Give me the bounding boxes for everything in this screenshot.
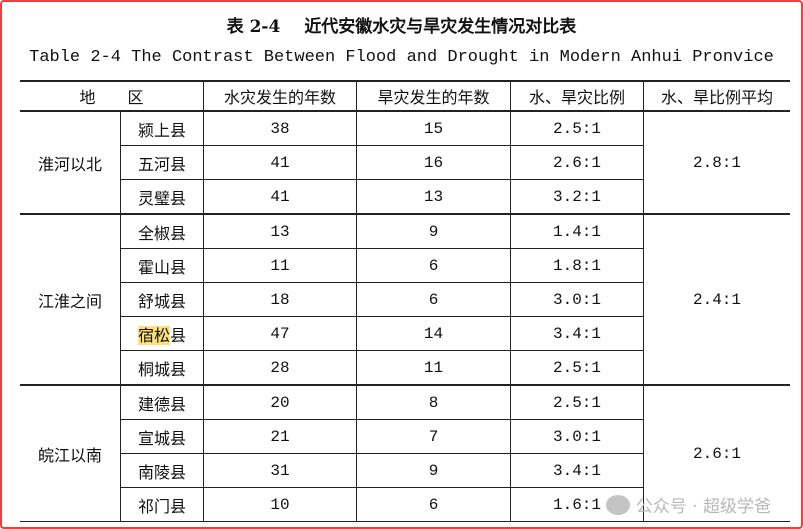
avg-ratio-cell: 2.4:1 (643, 213, 790, 386)
county-cell: 建德县 (120, 384, 204, 420)
table-row: 南陵县 31 9 3.4:1 (20, 453, 790, 488)
header-row: 地 区 水灾发生的年数 旱灾发生的年数 水、旱灾比例 水、旱比例平均 (20, 80, 790, 112)
county-cell: 灵璧县 (120, 179, 204, 215)
drought-years-cell: 16 (356, 145, 511, 180)
ratio-cell: 2.6:1 (510, 145, 644, 180)
county-cell: 五河县 (120, 145, 204, 180)
ratio-cell: 3.0:1 (510, 419, 644, 454)
table-row: 桐城县 28 11 2.5:1 (20, 350, 790, 386)
ratio-cell: 3.4:1 (510, 316, 644, 351)
header-avg: 水、旱比例平均 (643, 80, 790, 112)
flood-years-cell: 18 (203, 282, 357, 317)
county-cell: 宿松县 (120, 316, 204, 351)
flood-years-cell: 13 (203, 213, 357, 249)
flood-years-cell: 41 (203, 145, 357, 180)
table-row: 五河县 41 16 2.6:1 (20, 145, 790, 180)
wechat-icon (605, 494, 630, 515)
table-row: 宿松县 47 14 3.4:1 (20, 316, 790, 351)
table-title: 表 2-4 近代安徽水灾与旱灾发生情况对比表 (2, 12, 801, 37)
flood-years-cell: 47 (203, 316, 357, 351)
header-drought: 旱灾发生的年数 (356, 80, 511, 112)
drought-years-cell: 11 (356, 350, 511, 386)
drought-years-cell: 6 (356, 248, 511, 283)
table-row: 舒城县 18 6 3.0:1 (20, 282, 790, 317)
data-table: 地 区 水灾发生的年数 旱灾发生的年数 水、旱灾比例 水、旱比例平均 淮河以北颍… (20, 80, 790, 522)
county-cell: 南陵县 (120, 453, 204, 488)
region-cell: 江淮之间 (20, 213, 121, 386)
table-row: 灵璧县 41 13 3.2:1 (20, 179, 790, 215)
header-flood: 水灾发生的年数 (203, 80, 357, 112)
flood-years-cell: 10 (203, 487, 357, 522)
ratio-cell: 1.8:1 (510, 248, 644, 283)
avg-ratio-cell: 2.6:1 (643, 384, 790, 522)
flood-years-cell: 20 (203, 384, 357, 420)
table-number: 表 2-4 (226, 17, 281, 37)
drought-years-cell: 9 (356, 213, 511, 249)
region-cell: 淮河以北 (20, 110, 121, 215)
ratio-cell: 1.4:1 (510, 213, 644, 249)
drought-years-cell: 6 (356, 282, 511, 317)
county-cell: 舒城县 (120, 282, 204, 317)
flood-years-cell: 21 (203, 419, 357, 454)
flood-years-cell: 28 (203, 350, 357, 386)
table-row: 霍山县 11 6 1.8:1 (20, 248, 790, 283)
county-cell: 桐城县 (120, 350, 204, 386)
watermark-text: 公众号 · 超级学爸 (635, 497, 771, 517)
flood-years-cell: 11 (203, 248, 357, 283)
drought-years-cell: 6 (356, 487, 511, 522)
table-row: 江淮之间 全椒县 13 9 1.4:1 2.4:1 (20, 213, 790, 386)
table-row: 皖江以南 建德县 20 8 2.5:1 2.6:1 (20, 384, 790, 522)
region-cell: 皖江以南 (20, 384, 121, 522)
highlighted-county: 宿松县 (137, 325, 186, 345)
county-cell: 霍山县 (120, 248, 204, 283)
avg-ratio-cell: 2.8:1 (643, 110, 790, 215)
table-row: 淮河以北 颍上县 38 15 2.5:1 2.8:1 (20, 110, 790, 215)
county-cell: 颍上县 (120, 110, 204, 146)
watermark: 公众号 · 超级学爸 (605, 492, 771, 517)
county-cell: 祁门县 (120, 487, 204, 522)
flood-years-cell: 38 (203, 110, 357, 146)
table-subtitle: Table 2-4 The Contrast Between Flood and… (29, 48, 774, 67)
drought-years-cell: 8 (356, 384, 511, 420)
flood-years-cell: 41 (203, 179, 357, 215)
ratio-cell: 3.0:1 (510, 282, 644, 317)
drought-years-cell: 9 (356, 453, 511, 488)
drought-years-cell: 13 (356, 179, 511, 215)
ratio-cell: 2.5:1 (510, 110, 644, 146)
ratio-cell: 2.5:1 (510, 384, 644, 420)
flood-years-cell: 31 (203, 453, 357, 488)
ratio-cell: 3.2:1 (510, 179, 644, 215)
table-row: 祁门县 10 6 1.6:1 (20, 487, 790, 522)
county-cell: 宣城县 (120, 419, 204, 454)
table-title-text: 近代安徽水灾与旱灾发生情况对比表 (304, 17, 577, 37)
ratio-cell: 2.5:1 (510, 350, 644, 386)
header-region: 地 区 (20, 80, 204, 112)
header-ratio: 水、旱灾比例 (510, 80, 644, 112)
drought-years-cell: 14 (356, 316, 511, 351)
drought-years-cell: 15 (356, 110, 511, 146)
drought-years-cell: 7 (356, 419, 511, 454)
county-cell: 全椒县 (120, 213, 204, 249)
ratio-cell: 3.4:1 (510, 453, 644, 488)
